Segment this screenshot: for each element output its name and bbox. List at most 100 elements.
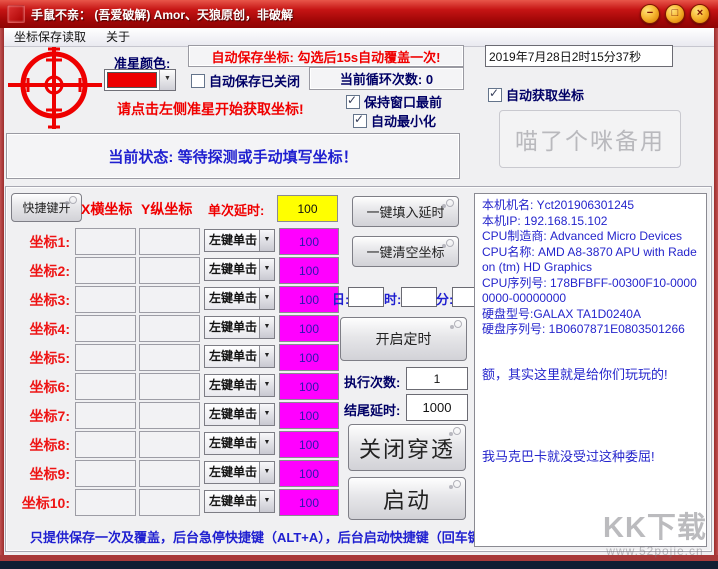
status-bar: 当前状态: 等待探测或手动填写坐标！: [6, 133, 460, 179]
maximize-button[interactable]: □: [665, 4, 685, 24]
action-select[interactable]: 左键单击 ▼: [204, 374, 275, 397]
chevron-down-icon[interactable]: ▼: [259, 375, 274, 396]
row-delay-input[interactable]: 100: [279, 373, 339, 400]
end-delay-input[interactable]: 1000: [406, 394, 468, 421]
checkbox-icon[interactable]: [353, 112, 367, 128]
crosshair-color-select[interactable]: ▼: [104, 69, 176, 91]
coord-label: 坐标1:: [29, 234, 70, 250]
coord-x-input[interactable]: [75, 373, 136, 400]
coord-x-input[interactable]: [75, 402, 136, 429]
action-select[interactable]: 左键单击 ▼: [204, 432, 275, 455]
auto-minimize-label: 自动最小化: [371, 114, 437, 129]
action-select[interactable]: 左键单击 ▼: [204, 490, 275, 513]
minimize-button[interactable]: −: [640, 4, 660, 24]
coord-y-input[interactable]: [139, 373, 200, 400]
row-delay-input[interactable]: 100: [279, 431, 339, 458]
chevron-down-icon[interactable]: ▼: [259, 462, 274, 483]
coord-label: 坐标9:: [29, 466, 70, 482]
action-select[interactable]: 左键单击 ▼: [204, 345, 275, 368]
coord-x-input[interactable]: [75, 315, 136, 342]
autosave-checkbox[interactable]: 自动保存已关闭: [191, 71, 300, 91]
start-timer-button[interactable]: 开启定时: [340, 317, 467, 361]
coord-x-input[interactable]: [75, 460, 136, 487]
status-text: 当前状态: 等待探测或手动填写坐标！: [108, 148, 358, 166]
chevron-down-icon[interactable]: ▼: [259, 346, 274, 367]
keep-front-checkbox[interactable]: 保持窗口最前: [346, 92, 442, 112]
window-border-left: [0, 28, 4, 555]
coord-y-input[interactable]: [139, 257, 200, 284]
coord-y-input[interactable]: [139, 431, 200, 458]
menu-coords-save-load[interactable]: 坐标保存读取: [14, 30, 87, 44]
coord-y-input[interactable]: [139, 489, 200, 516]
row-delay-input[interactable]: 100: [279, 286, 339, 313]
close-button[interactable]: ×: [690, 4, 710, 24]
row-delay-input[interactable]: 100: [279, 228, 339, 255]
auto-get-label: 自动获取坐标: [506, 88, 585, 103]
row-delay-input[interactable]: 100: [279, 460, 339, 487]
main-content: 准星颜色: ▼ 请点击左侧准星开始获取坐标! 自动保存坐标: 勾选后15s自动覆…: [4, 45, 714, 555]
coord-x-input[interactable]: [75, 228, 136, 255]
chevron-down-icon[interactable]: ▼: [259, 491, 274, 512]
coord-y-input[interactable]: [139, 460, 200, 487]
start-button[interactable]: 启动: [348, 477, 466, 520]
action-select[interactable]: 左键单击 ▼: [204, 316, 275, 339]
coord-y-input[interactable]: [139, 286, 200, 313]
action-select[interactable]: 左键单击 ▼: [204, 258, 275, 281]
coord-x-input[interactable]: [75, 344, 136, 371]
hotkey-toggle-button[interactable]: 快捷键开: [11, 193, 82, 222]
action-select-value: 左键单击: [209, 465, 258, 479]
fill-delay-button[interactable]: 一键填入延时: [352, 196, 459, 227]
action-select-value: 左键单击: [209, 262, 258, 276]
coord-x-input[interactable]: [75, 286, 136, 313]
day-input[interactable]: [348, 287, 384, 307]
auto-minimize-checkbox[interactable]: 自动最小化: [353, 111, 436, 131]
chevron-down-icon[interactable]: ▼: [259, 230, 274, 251]
coord-label: 坐标7:: [29, 408, 70, 424]
coord-label: 坐标8:: [29, 437, 70, 453]
coord-x-input[interactable]: [75, 431, 136, 458]
coord-y-input[interactable]: [139, 315, 200, 342]
chevron-down-icon[interactable]: ▼: [259, 259, 274, 280]
day-label: 日:: [332, 292, 350, 307]
checkbox-icon[interactable]: [488, 86, 502, 102]
hour-input[interactable]: [401, 287, 437, 307]
crosshair-icon[interactable]: [4, 45, 108, 133]
action-select-value: 左键单击: [209, 349, 258, 363]
row-delay-input[interactable]: 100: [279, 489, 339, 516]
checkbox-icon[interactable]: [191, 74, 205, 88]
row-delay-input[interactable]: 100: [279, 257, 339, 284]
row-delay-input[interactable]: 100: [279, 315, 339, 342]
chevron-down-icon[interactable]: ▼: [259, 317, 274, 338]
chevron-down-icon[interactable]: ▼: [259, 404, 274, 425]
hour-label: 时:: [384, 292, 402, 307]
action-select-value: 左键单击: [209, 233, 258, 247]
chevron-down-icon[interactable]: ▼: [259, 433, 274, 454]
datetime-field[interactable]: 2019年7月28日2时15分37秒: [485, 45, 673, 67]
window-title: 手鼠不亲： (吾爱破解) Amor、天狼原创，非破解: [31, 7, 293, 22]
coord-y-input[interactable]: [139, 228, 200, 255]
checkbox-icon[interactable]: [346, 93, 360, 109]
backup-button[interactable]: 喵了个咪备用: [499, 110, 681, 168]
chevron-down-icon[interactable]: ▼: [259, 288, 274, 309]
end-delay-label: 结尾延时:: [344, 403, 401, 418]
action-select[interactable]: 左键单击 ▼: [204, 287, 275, 310]
action-select[interactable]: 左键单击 ▼: [204, 229, 275, 252]
toggle-penetrate-button[interactable]: 关闭穿透: [348, 424, 466, 471]
chevron-down-icon[interactable]: ▼: [159, 70, 175, 90]
row-delay-input[interactable]: 100: [279, 402, 339, 429]
action-select[interactable]: 左键单击 ▼: [204, 403, 275, 426]
coord-y-input[interactable]: [139, 344, 200, 371]
window-border-right: [714, 28, 718, 555]
menu-about[interactable]: 关于: [106, 30, 131, 44]
row-delay-input[interactable]: 100: [279, 344, 339, 371]
auto-get-checkbox[interactable]: 自动获取坐标: [488, 85, 584, 105]
global-delay-input[interactable]: 100: [277, 195, 338, 222]
clear-coords-button[interactable]: 一键清空坐标: [352, 236, 459, 267]
coord-y-input[interactable]: [139, 402, 200, 429]
app-icon: [7, 5, 25, 23]
exec-count-input[interactable]: 1: [406, 367, 468, 390]
coord-x-input[interactable]: [75, 257, 136, 284]
coord-x-input[interactable]: [75, 489, 136, 516]
action-select[interactable]: 左键单击 ▼: [204, 461, 275, 484]
delay-header-label: 单次延时:: [208, 203, 265, 218]
